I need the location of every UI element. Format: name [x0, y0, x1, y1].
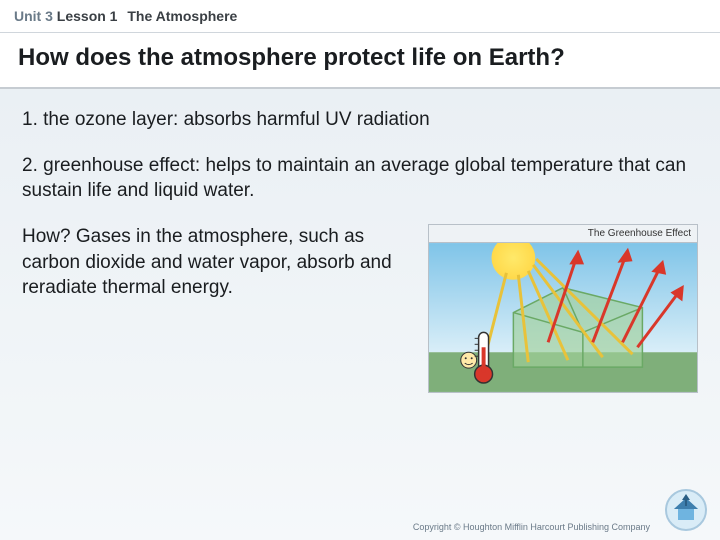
point-3: How? Gases in the atmosphere, such as ca… — [22, 224, 410, 301]
lesson-header: Unit 3 Lesson 1 The Atmosphere — [0, 0, 720, 33]
point-1: 1. the ozone layer: absorbs harmful UV r… — [22, 107, 698, 133]
copyright: Copyright © Houghton Mifflin Harcourt Pu… — [413, 522, 650, 532]
greenhouse-svg — [428, 243, 698, 393]
lesson-label: Lesson 1 — [57, 8, 118, 24]
home-button[interactable] — [664, 488, 708, 532]
page-title: How does the atmosphere protect life on … — [0, 33, 720, 89]
illustration-label: The Greenhouse Effect — [428, 224, 698, 244]
lesson-title: The Atmosphere — [127, 8, 237, 24]
unit-label: Unit 3 — [14, 8, 53, 24]
greenhouse-illustration: The Greenhouse Effect — [428, 224, 698, 394]
content-area: 1. the ozone layer: absorbs harmful UV r… — [0, 89, 720, 393]
point-2: 2. greenhouse effect: helps to maintain … — [22, 153, 698, 204]
